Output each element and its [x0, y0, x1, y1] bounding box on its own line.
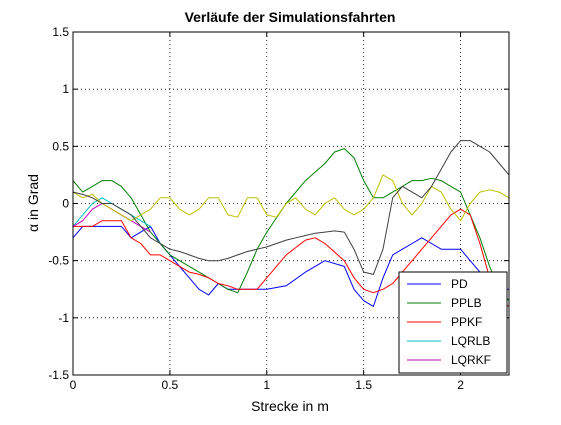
y-tick-label: -0.5 [48, 254, 69, 268]
legend-label-pplb: PPLB [451, 296, 482, 310]
y-tick-label: -1.5 [48, 368, 69, 382]
series-line-unlabeled [72, 140, 510, 275]
x-tick-label: 0 [70, 378, 77, 392]
series-line-unlabeled [72, 174, 510, 222]
legend-label-lqrlb: LQRLB [451, 334, 490, 348]
y-tick-label: -1 [58, 311, 69, 325]
legend: PD PPLB PPKF LQRLB LQRKF [398, 271, 508, 374]
x-axis-label: Strecke in m [251, 398, 329, 414]
y-tick-label: 0.5 [52, 139, 69, 153]
series-layer [72, 140, 510, 307]
legend-label-lqrkf: LQRKF [451, 353, 491, 367]
series-line-pd [72, 225, 509, 307]
y-tick-label: 1.5 [52, 25, 69, 39]
x-tick-label: 1 [263, 378, 270, 392]
y-tick-label: 1 [62, 82, 69, 96]
legend-label-ppkf: PPKF [451, 315, 482, 329]
y-axis-label: α in Grad [25, 174, 41, 232]
x-tick-label: 1.5 [355, 378, 372, 392]
series-line-ppkf [73, 208, 510, 307]
x-tick-label: 0.5 [162, 378, 179, 392]
x-tick-label: 2 [457, 378, 464, 392]
ticks: 0 0.5 1 1.5 2 -1.5 -1 -0.5 0 0.5 1 1.5 [48, 25, 509, 392]
chart-title: Verläufe der Simulationsfahrten [185, 9, 396, 25]
y-tick-label: 0 [62, 197, 69, 211]
legend-label-pd: PD [451, 277, 468, 291]
